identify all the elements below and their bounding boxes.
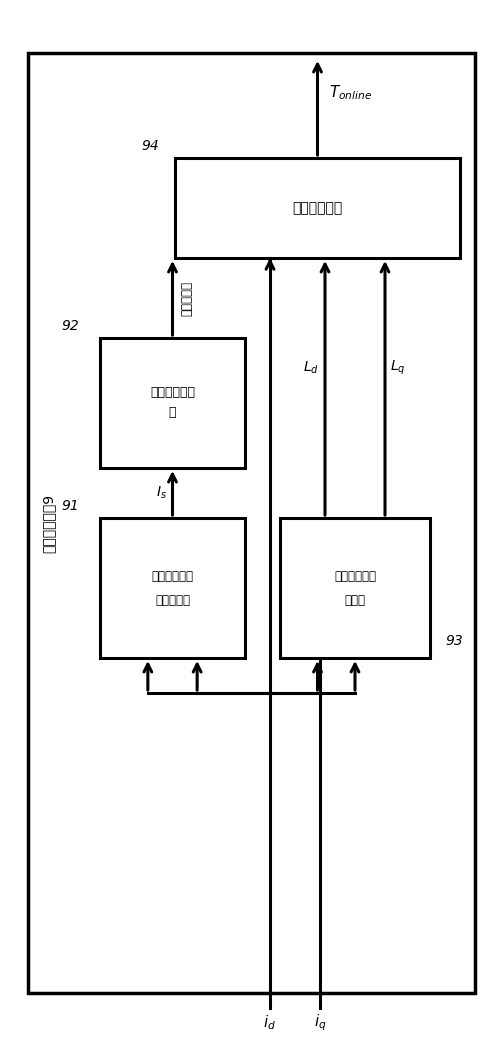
Text: 91: 91 (61, 499, 79, 514)
Text: $T_{online}$: $T_{online}$ (329, 84, 373, 103)
Bar (28, 53, 475, 994)
Text: 表: 表 (169, 407, 176, 419)
Text: 92: 92 (61, 319, 79, 333)
Text: 永磁体磁链: 永磁体磁链 (181, 281, 194, 315)
Text: $L_q$: $L_q$ (390, 358, 405, 377)
Text: 直角轴电感查: 直角轴电感查 (334, 569, 376, 583)
Text: 交流相电流幅: 交流相电流幅 (151, 569, 194, 583)
Text: 値计算单元: 値计算单元 (155, 593, 190, 607)
Bar (175, 158, 460, 258)
Bar (100, 339, 245, 468)
Text: 转矩计算模块9: 转矩计算模块9 (41, 494, 55, 552)
Bar (100, 518, 245, 658)
Text: 转矩计算单元: 转矩计算单元 (292, 201, 343, 215)
Text: $i_q$: $i_q$ (314, 1012, 326, 1033)
Text: 94: 94 (141, 139, 159, 153)
Text: $i_d$: $i_d$ (264, 1013, 277, 1032)
Bar (280, 518, 430, 658)
Text: $I_s$: $I_s$ (155, 485, 166, 501)
Text: $L_d$: $L_d$ (303, 359, 319, 376)
Text: 表单元: 表单元 (345, 593, 366, 607)
Text: 永磁体磁链查: 永磁体磁链查 (150, 387, 195, 399)
Text: 93: 93 (445, 634, 463, 648)
